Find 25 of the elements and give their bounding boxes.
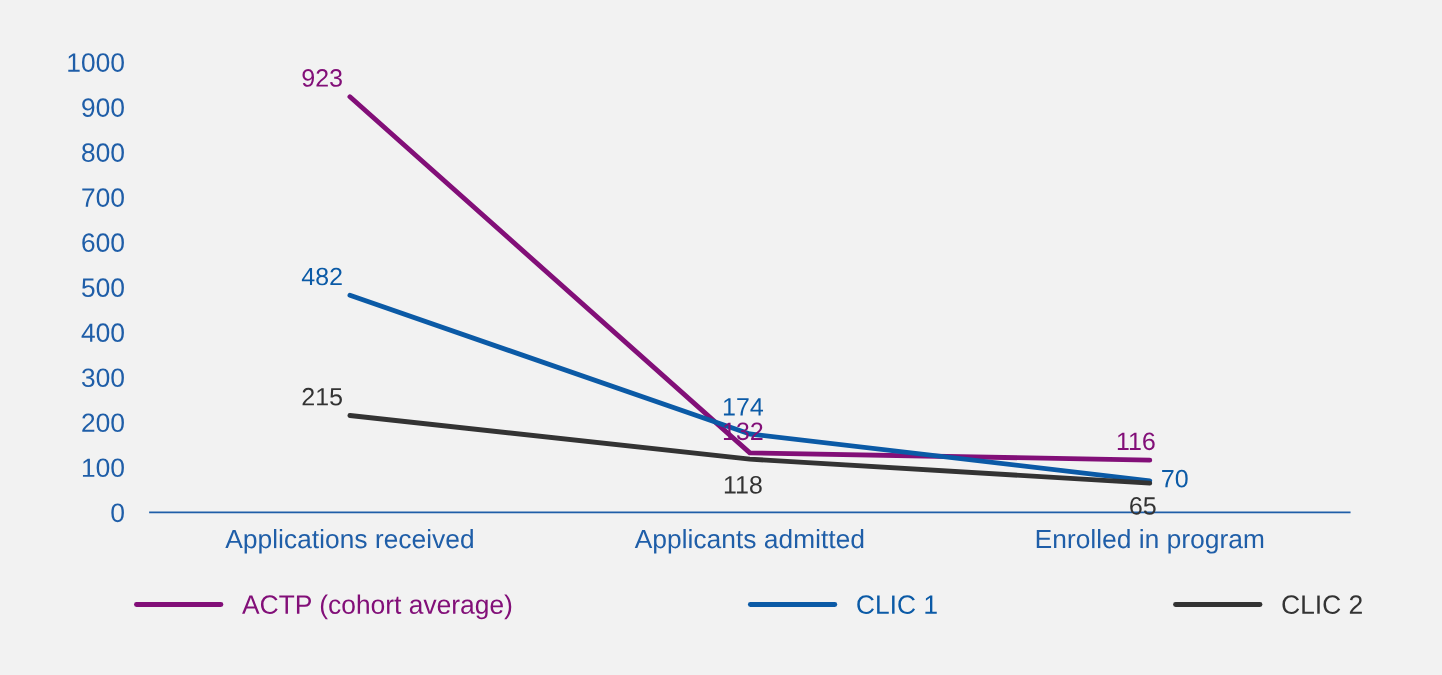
x-tick-label: Enrolled in program [1036,528,1264,554]
y-tick-label: 1000 [68,53,124,72]
x-tick-label: Applicants admitted [634,528,864,554]
data-label: 116 [1117,432,1155,451]
y-tick-label: 900 [82,98,124,117]
y-tick-label: 600 [82,233,124,253]
y-tick-label: 0 [111,503,124,523]
data-label: 65 [1130,497,1156,515]
data-label: 923 [302,69,342,87]
legend-label: ACTP (cohort average) [242,594,512,620]
y-tick-label: 500 [82,278,124,298]
y-tick-label: 300 [81,368,124,388]
data-label: 482 [301,267,342,286]
legend-label: CLIC 1 [857,595,937,614]
y-tick-label: 100 [82,458,124,478]
data-label: 215 [302,387,342,406]
y-tick-label: 800 [82,143,124,162]
y-tick-label: 700 [82,188,124,207]
data-label: 118 [724,475,762,494]
data-label: 70 [1162,469,1188,488]
y-tick-label: 400 [81,323,124,343]
data-label: 174 [723,398,764,416]
y-tick-label: 200 [82,413,124,433]
x-tick-label: Applications received [225,528,473,554]
legend-label: CLIC 2 [1282,595,1362,614]
